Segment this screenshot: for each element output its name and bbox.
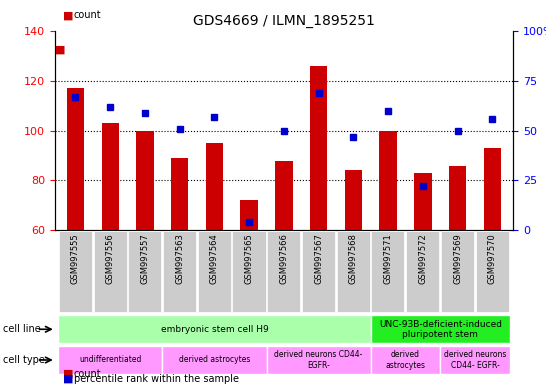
FancyBboxPatch shape — [371, 316, 510, 343]
Text: GSM997568: GSM997568 — [349, 233, 358, 284]
FancyBboxPatch shape — [59, 231, 92, 312]
Text: GSM997570: GSM997570 — [488, 233, 497, 284]
FancyBboxPatch shape — [198, 231, 231, 312]
Text: embryonic stem cell H9: embryonic stem cell H9 — [161, 325, 268, 334]
Text: count: count — [74, 10, 102, 20]
Bar — [275, 161, 293, 380]
Text: derived neurons CD44-
EGFR-: derived neurons CD44- EGFR- — [275, 350, 363, 370]
FancyBboxPatch shape — [441, 231, 474, 312]
Text: ■: ■ — [63, 10, 73, 20]
FancyBboxPatch shape — [128, 231, 161, 312]
Text: cell line: cell line — [3, 324, 40, 334]
Text: GSM997569: GSM997569 — [453, 233, 462, 284]
Bar — [379, 131, 397, 380]
Text: GSM997563: GSM997563 — [175, 233, 184, 284]
FancyBboxPatch shape — [93, 231, 127, 312]
Bar — [240, 200, 258, 380]
FancyBboxPatch shape — [371, 346, 440, 374]
Bar — [136, 131, 153, 380]
Bar — [310, 66, 328, 380]
Text: cell type: cell type — [3, 355, 45, 365]
Text: GSM997555: GSM997555 — [71, 233, 80, 283]
Bar — [171, 158, 188, 380]
FancyBboxPatch shape — [337, 231, 370, 312]
Text: derived astrocytes: derived astrocytes — [179, 356, 250, 364]
FancyBboxPatch shape — [406, 231, 439, 312]
FancyBboxPatch shape — [267, 231, 300, 312]
FancyBboxPatch shape — [440, 346, 510, 374]
Text: GSM997565: GSM997565 — [245, 233, 254, 284]
Bar — [345, 170, 362, 380]
Text: count: count — [74, 369, 102, 379]
FancyBboxPatch shape — [58, 316, 371, 343]
Text: derived
astrocytes: derived astrocytes — [385, 350, 425, 370]
Bar — [67, 88, 84, 380]
Bar — [206, 143, 223, 380]
Bar — [449, 166, 466, 380]
Text: undifferentiated: undifferentiated — [79, 356, 141, 364]
Text: UNC-93B-deficient-induced
pluripotent stem: UNC-93B-deficient-induced pluripotent st… — [379, 319, 502, 339]
Text: ■: ■ — [55, 45, 65, 55]
FancyBboxPatch shape — [233, 231, 265, 312]
Text: GSM997566: GSM997566 — [280, 233, 288, 284]
Text: GSM997571: GSM997571 — [384, 233, 393, 284]
FancyBboxPatch shape — [302, 231, 335, 312]
FancyBboxPatch shape — [371, 231, 405, 312]
Text: GSM997572: GSM997572 — [418, 233, 428, 284]
Title: GDS4669 / ILMN_1895251: GDS4669 / ILMN_1895251 — [193, 14, 375, 28]
Text: GSM997556: GSM997556 — [106, 233, 115, 284]
Text: GSM997567: GSM997567 — [314, 233, 323, 284]
Text: GSM997564: GSM997564 — [210, 233, 219, 284]
FancyBboxPatch shape — [58, 346, 162, 374]
FancyBboxPatch shape — [476, 231, 509, 312]
Text: GSM997557: GSM997557 — [140, 233, 150, 284]
Bar — [102, 123, 119, 380]
Text: ■: ■ — [63, 369, 73, 379]
Text: ■: ■ — [63, 374, 73, 384]
Bar — [414, 173, 431, 380]
FancyBboxPatch shape — [162, 346, 266, 374]
Text: derived neurons
CD44- EGFR-: derived neurons CD44- EGFR- — [444, 350, 506, 370]
Bar — [484, 148, 501, 380]
FancyBboxPatch shape — [266, 346, 371, 374]
Text: percentile rank within the sample: percentile rank within the sample — [74, 374, 239, 384]
FancyBboxPatch shape — [163, 231, 196, 312]
